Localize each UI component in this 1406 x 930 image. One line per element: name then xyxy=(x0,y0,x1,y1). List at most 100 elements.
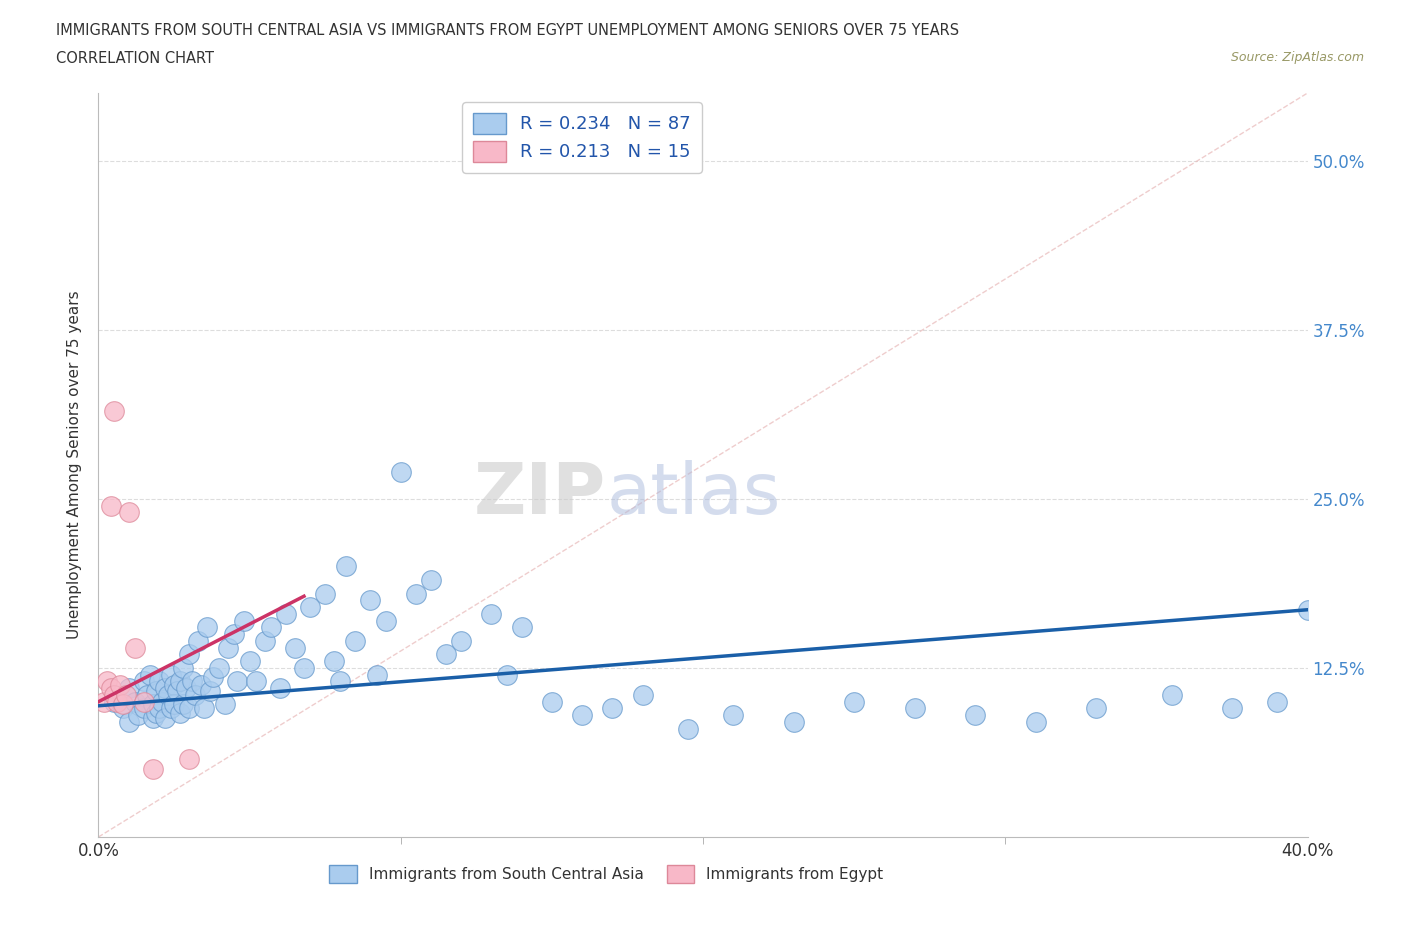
Point xyxy=(127,708,149,723)
Point xyxy=(139,667,162,682)
Point xyxy=(103,695,125,710)
Point xyxy=(481,606,503,621)
Point xyxy=(360,592,382,607)
Point xyxy=(783,714,806,729)
Point xyxy=(135,687,157,702)
Point xyxy=(111,701,134,716)
Y-axis label: Unemployment Among Seniors over 75 years: Unemployment Among Seniors over 75 years xyxy=(67,291,83,639)
Point xyxy=(156,687,179,702)
Point xyxy=(103,687,125,702)
Point xyxy=(195,620,218,635)
Point xyxy=(118,714,141,729)
Point xyxy=(150,695,173,710)
Text: atlas: atlas xyxy=(606,460,780,529)
Point xyxy=(132,695,155,710)
Point xyxy=(374,613,396,628)
Point xyxy=(260,620,283,635)
Point xyxy=(299,600,322,615)
Point xyxy=(193,701,215,716)
Point xyxy=(253,633,276,648)
Point xyxy=(124,640,146,655)
Point xyxy=(169,674,191,689)
Point xyxy=(602,701,624,716)
Point xyxy=(111,697,134,711)
Point xyxy=(224,627,246,642)
Text: CORRELATION CHART: CORRELATION CHART xyxy=(56,51,214,66)
Point xyxy=(153,711,176,725)
Point xyxy=(160,701,183,716)
Point xyxy=(1220,701,1243,716)
Point xyxy=(142,711,165,725)
Point xyxy=(148,701,170,716)
Point xyxy=(145,684,167,698)
Point xyxy=(292,660,315,675)
Point xyxy=(169,705,191,720)
Point xyxy=(226,674,249,689)
Point xyxy=(335,559,357,574)
Point xyxy=(100,681,122,696)
Point xyxy=(202,670,225,684)
Point xyxy=(284,640,307,655)
Point xyxy=(1024,714,1046,729)
Point xyxy=(105,695,128,710)
Point xyxy=(571,708,593,723)
Point xyxy=(723,708,745,723)
Point xyxy=(434,647,457,662)
Text: Source: ZipAtlas.com: Source: ZipAtlas.com xyxy=(1230,51,1364,64)
Point xyxy=(344,633,367,648)
Point xyxy=(172,697,194,711)
Point xyxy=(1085,701,1108,716)
Point xyxy=(160,667,183,682)
Point xyxy=(132,701,155,716)
Point xyxy=(179,701,201,716)
Point xyxy=(323,654,346,669)
Point xyxy=(179,751,201,766)
Point xyxy=(1296,603,1319,618)
Point xyxy=(163,697,186,711)
Point xyxy=(1160,687,1182,702)
Point xyxy=(214,697,236,711)
Point xyxy=(118,505,141,520)
Point xyxy=(153,681,176,696)
Point xyxy=(93,695,115,710)
Point xyxy=(274,606,297,621)
Point xyxy=(631,687,654,702)
Point xyxy=(187,633,209,648)
Point xyxy=(405,586,427,601)
Point xyxy=(179,647,201,662)
Point xyxy=(184,687,207,702)
Text: ZIP: ZIP xyxy=(474,460,606,529)
Point xyxy=(118,681,141,696)
Point xyxy=(172,660,194,675)
Point xyxy=(245,674,267,689)
Point xyxy=(208,660,231,675)
Point xyxy=(108,678,131,693)
Point xyxy=(965,708,987,723)
Point xyxy=(190,678,212,693)
Point xyxy=(217,640,239,655)
Point xyxy=(148,674,170,689)
Point xyxy=(163,678,186,693)
Point xyxy=(239,654,262,669)
Point xyxy=(540,695,562,710)
Point xyxy=(114,687,136,702)
Point xyxy=(314,586,336,601)
Point xyxy=(145,705,167,720)
Point xyxy=(132,674,155,689)
Point xyxy=(676,722,699,737)
Point xyxy=(1267,695,1289,710)
Point xyxy=(166,684,188,698)
Point xyxy=(904,701,927,716)
Text: IMMIGRANTS FROM SOUTH CENTRAL ASIA VS IMMIGRANTS FROM EGYPT UNEMPLOYMENT AMONG S: IMMIGRANTS FROM SOUTH CENTRAL ASIA VS IM… xyxy=(56,23,959,38)
Point xyxy=(100,498,122,513)
Point xyxy=(200,684,222,698)
Point xyxy=(142,762,165,777)
Point xyxy=(174,681,197,696)
Legend: Immigrants from South Central Asia, Immigrants from Egypt: Immigrants from South Central Asia, Immi… xyxy=(323,859,890,889)
Point xyxy=(269,681,291,696)
Point xyxy=(142,697,165,711)
Point xyxy=(495,667,517,682)
Point xyxy=(420,573,443,588)
Point xyxy=(181,674,204,689)
Point xyxy=(366,667,388,682)
